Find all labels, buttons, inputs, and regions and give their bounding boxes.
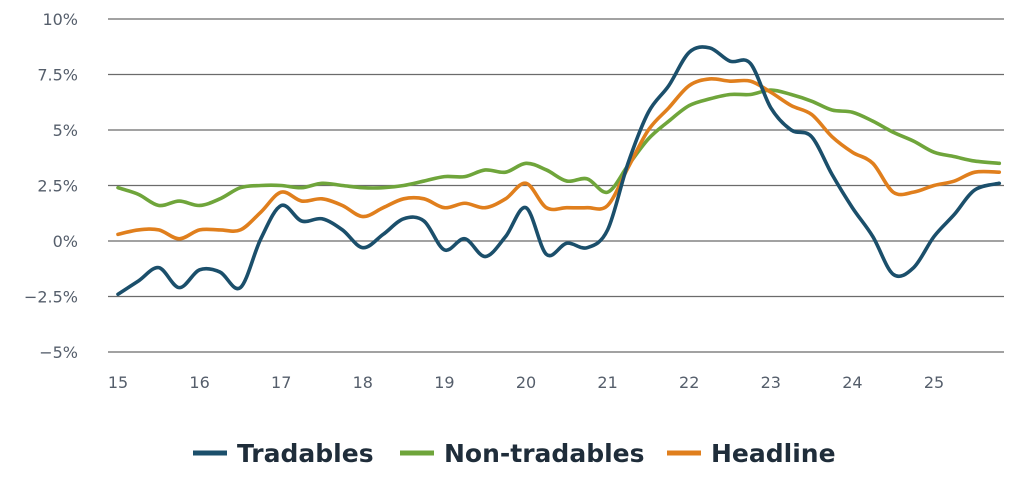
legend-item-headline: Headline — [667, 439, 836, 468]
y-axis-ticks: 10% 7.5% 5% 2.5% 0% −2.5% −5% — [24, 10, 78, 362]
y-tick-label: 10% — [42, 10, 78, 29]
x-tick-label: 23 — [761, 373, 781, 392]
legend-label: Headline — [711, 439, 836, 468]
series-line-headline — [116, 77, 1002, 241]
x-tick-label: 18 — [353, 373, 373, 392]
y-tick-label: −2.5% — [24, 288, 78, 307]
series-layer — [116, 45, 1002, 297]
y-tick-label: 7.5% — [37, 66, 78, 85]
x-tick-label: 17 — [271, 373, 291, 392]
x-tick-label: 20 — [516, 373, 536, 392]
legend-item-tradables: Tradables — [193, 439, 374, 468]
legend-label: Tradables — [237, 439, 374, 468]
x-tick-label: 22 — [679, 373, 699, 392]
y-tick-label: 0% — [53, 232, 78, 251]
legend-label: Non-tradables — [444, 439, 645, 468]
y-tick-label: 5% — [53, 121, 78, 140]
series-line-tradables — [116, 45, 1002, 297]
x-tick-label: 24 — [842, 373, 862, 392]
y-tick-label: 2.5% — [37, 177, 78, 196]
series-line-non-tradables — [116, 88, 1002, 208]
legend: Tradables Non-tradables Headline — [193, 439, 836, 468]
x-tick-label: 21 — [597, 373, 617, 392]
x-axis-ticks: 15 16 17 18 19 20 21 22 23 24 25 — [108, 373, 944, 392]
x-tick-label: 15 — [108, 373, 128, 392]
x-tick-label: 19 — [434, 373, 454, 392]
y-tick-label: −5% — [39, 343, 78, 362]
legend-item-non-tradables: Non-tradables — [400, 439, 645, 468]
x-tick-label: 25 — [924, 373, 944, 392]
x-tick-label: 16 — [189, 373, 209, 392]
